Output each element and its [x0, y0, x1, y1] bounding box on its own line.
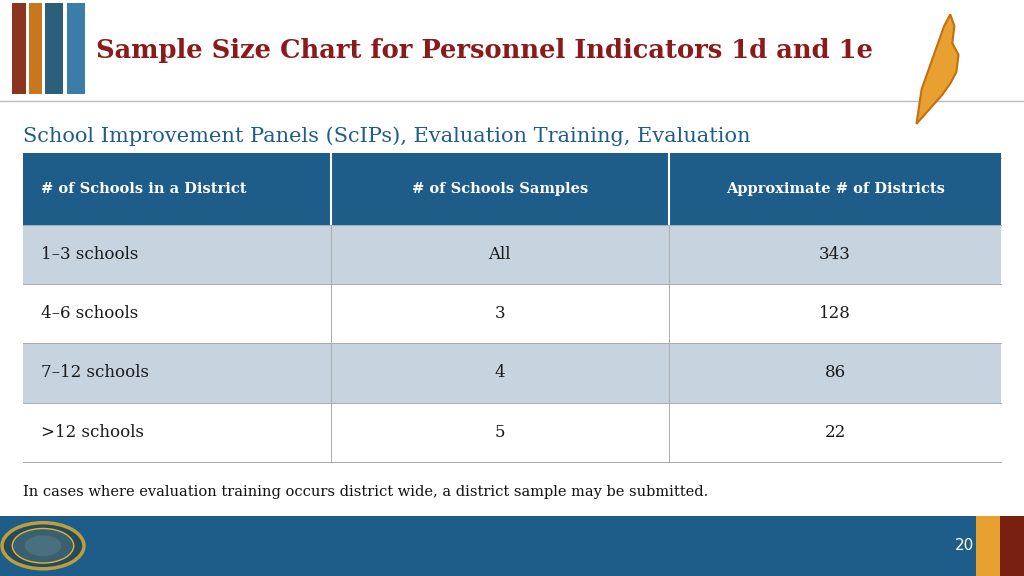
Bar — [23, 284, 1001, 343]
Bar — [23, 153, 1001, 225]
Text: All: All — [488, 246, 511, 263]
Bar — [23, 343, 1001, 403]
Text: In cases where evaluation training occurs district wide, a district sample may b: In cases where evaluation training occur… — [23, 485, 708, 499]
Text: 3: 3 — [495, 305, 505, 322]
Bar — [1000, 516, 1024, 576]
Text: 20: 20 — [955, 538, 974, 554]
Text: 4: 4 — [495, 365, 505, 381]
Bar — [0, 0, 1024, 101]
Text: 128: 128 — [819, 305, 851, 322]
Text: School Improvement Panels (ScIPs), Evaluation Training, Evaluation: School Improvement Panels (ScIPs), Evalu… — [23, 127, 750, 146]
Text: 5: 5 — [495, 424, 505, 441]
Text: # of Schools Samples: # of Schools Samples — [412, 181, 588, 196]
Text: 4–6 schools: 4–6 schools — [41, 305, 138, 322]
Circle shape — [2, 523, 84, 569]
Bar — [12, 3, 26, 94]
Bar — [976, 516, 1000, 576]
Circle shape — [25, 536, 61, 556]
Text: 1–3 schools: 1–3 schools — [41, 246, 138, 263]
Text: >12 schools: >12 schools — [41, 424, 144, 441]
Circle shape — [12, 529, 74, 563]
Bar — [29, 3, 42, 94]
Text: Sample Size Chart for Personnel Indicators 1d and 1e: Sample Size Chart for Personnel Indicato… — [96, 38, 873, 63]
Bar — [67, 3, 85, 94]
Text: 22: 22 — [824, 424, 846, 441]
Bar — [0, 516, 1024, 576]
Text: # of Schools in a District: # of Schools in a District — [41, 181, 247, 196]
Text: 86: 86 — [824, 365, 846, 381]
Polygon shape — [916, 14, 958, 124]
Bar — [45, 3, 63, 94]
Text: 7–12 schools: 7–12 schools — [41, 365, 148, 381]
Text: 343: 343 — [819, 246, 851, 263]
Bar — [23, 403, 1001, 462]
Bar — [23, 225, 1001, 284]
Text: Approximate # of Districts: Approximate # of Districts — [726, 181, 944, 196]
